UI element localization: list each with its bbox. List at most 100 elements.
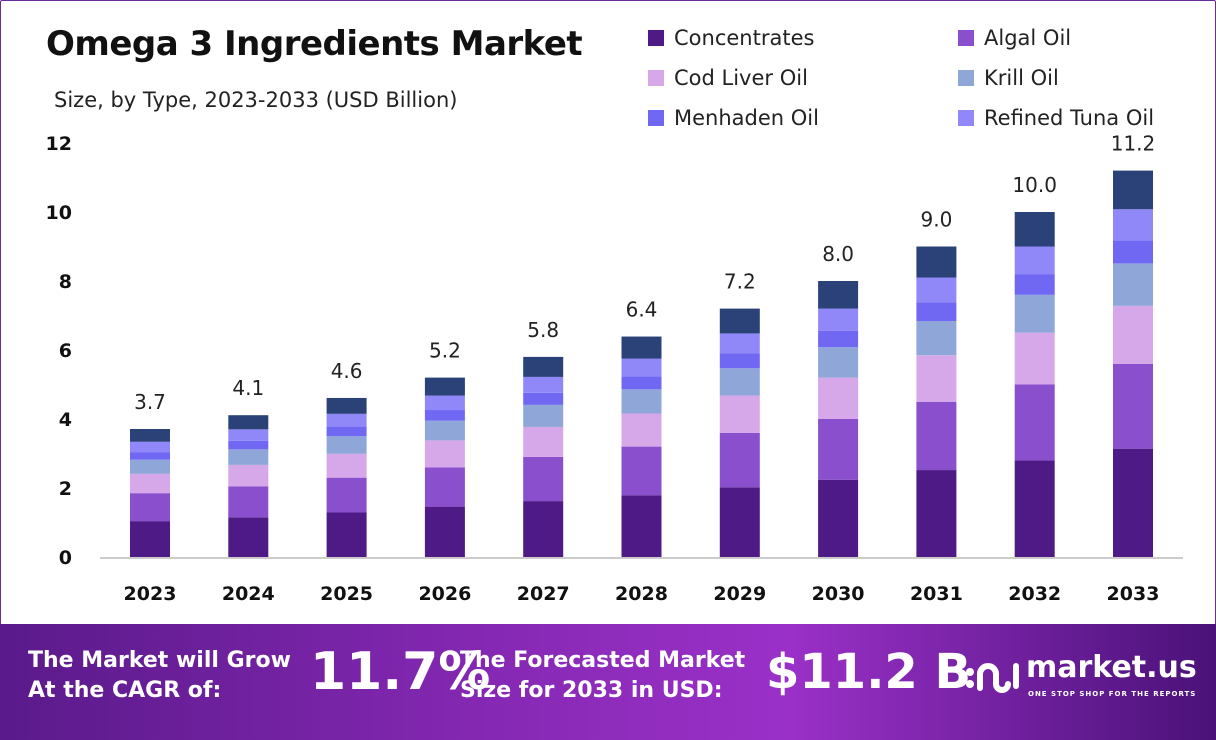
- brand-tagline: ONE STOP SHOP FOR THE REPORTS: [1028, 690, 1197, 698]
- x-tick-label: 2027: [517, 583, 570, 605]
- bar-segment: [916, 277, 957, 303]
- bar-segment: [523, 404, 564, 427]
- total-label: 11.2: [1111, 132, 1156, 156]
- x-tick-label: 2025: [320, 583, 373, 605]
- x-tick-label: 2023: [124, 583, 177, 605]
- cagr-label-line1: The Market will Grow: [28, 648, 291, 673]
- bar-segment: [130, 429, 170, 442]
- bar-segment: [621, 336, 662, 359]
- total-label: 4.6: [331, 359, 363, 383]
- bar-segment: [326, 413, 367, 427]
- bar-segment: [228, 429, 269, 441]
- bar-segment: [719, 395, 760, 433]
- x-tick-label: 2033: [1107, 583, 1160, 605]
- bar-segment: [326, 397, 367, 414]
- bar-segment: [818, 281, 859, 309]
- bar-segment: [818, 479, 859, 557]
- total-label: 6.4: [626, 298, 658, 322]
- legend-item: Menhaden Oil: [648, 106, 819, 130]
- legend-item: Cod Liver Oil: [648, 66, 808, 90]
- bar-segment: [523, 392, 564, 405]
- bar-segment: [130, 459, 170, 474]
- bar-segment: [719, 333, 760, 354]
- bar-segment: [818, 377, 859, 419]
- size-label-line1: The Forecasted Market: [460, 648, 746, 673]
- legend-swatch: [648, 70, 664, 86]
- total-label: 4.1: [232, 376, 264, 400]
- bar-segment: [1113, 209, 1153, 241]
- y-tick-label: 6: [59, 340, 72, 362]
- cagr-label-line2: At the CAGR of:: [28, 678, 222, 703]
- bar-segment: [130, 473, 170, 494]
- legend-label: Menhaden Oil: [674, 106, 819, 130]
- chart-title: Omega 3 Ingredients Market: [46, 24, 583, 64]
- total-label: 5.8: [527, 318, 559, 342]
- bar-segment: [719, 432, 760, 488]
- bar-segment: [916, 470, 957, 557]
- x-tick-label: 2031: [910, 583, 963, 605]
- bar-segment: [424, 440, 465, 468]
- bar-segment: [1014, 332, 1055, 385]
- size-value: $11.2 B: [766, 644, 972, 700]
- total-label: 5.2: [429, 339, 461, 363]
- bar-segment: [1113, 305, 1153, 364]
- legend-swatch: [958, 70, 974, 86]
- bar-segment: [228, 486, 269, 518]
- bar-segment: [424, 377, 465, 396]
- x-tick-label: 2032: [1008, 583, 1061, 605]
- bar-segment: [523, 456, 564, 502]
- legend-swatch: [648, 110, 664, 126]
- bar-segment: [621, 413, 662, 447]
- total-label: 9.0: [920, 208, 952, 232]
- bar-segment: [818, 308, 859, 331]
- legend-swatch: [648, 30, 664, 46]
- y-tick-label: 10: [46, 202, 72, 224]
- bar-segment: [523, 376, 564, 393]
- x-tick-label: 2029: [713, 583, 766, 605]
- bar-segment: [130, 441, 170, 453]
- bar-segment: [326, 512, 367, 557]
- bar-segment: [1113, 448, 1153, 557]
- bar-segment: [818, 330, 859, 348]
- bar-segment: [130, 521, 170, 557]
- chart-plot: 0 2 4 6 8 10 12 3.7 2023 4.1 2024 4.6 2025 5.2 2026 5.8…: [46, 132, 1183, 605]
- chart-subtitle: Size, by Type, 2023-2033 (USD Billion): [54, 88, 458, 112]
- y-tick-label: 12: [46, 133, 72, 155]
- bar-segment: [424, 467, 465, 507]
- y-tick-label: 8: [59, 271, 72, 293]
- bar-segment: [424, 410, 465, 421]
- total-label: 8.0: [822, 242, 854, 266]
- bar-segment: [1113, 240, 1153, 264]
- bar-segment: [228, 449, 269, 465]
- legend-item: Krill Oil: [958, 66, 1059, 90]
- bar-segment: [621, 389, 662, 414]
- bar-segment: [326, 426, 367, 437]
- bar-segment: [719, 308, 760, 334]
- legend-label: Cod Liver Oil: [674, 66, 808, 90]
- legend-swatch: [958, 30, 974, 46]
- bar-segment: [916, 302, 957, 322]
- legend-swatch: [958, 110, 974, 126]
- bar-segment: [719, 353, 760, 369]
- y-tick-label: 2: [59, 478, 72, 500]
- bar-segment: [228, 415, 269, 430]
- bar-segment: [523, 426, 564, 457]
- bar-segment: [916, 321, 957, 356]
- y-tick-label: 0: [59, 547, 72, 569]
- bar-segment: [1113, 363, 1153, 449]
- bar-segment: [1113, 170, 1153, 210]
- x-tick-label: 2028: [615, 583, 668, 605]
- bar-segment: [326, 477, 367, 513]
- legend-label: Concentrates: [674, 26, 815, 50]
- bar-segment: [1014, 384, 1055, 461]
- bar-segment: [621, 358, 662, 377]
- bar-segment: [719, 368, 760, 396]
- bar-segment: [818, 419, 859, 480]
- total-label: 7.2: [724, 270, 756, 294]
- bar-segment: [326, 453, 367, 478]
- market-us-logo-icon: [966, 663, 1019, 693]
- bar-segment: [1014, 294, 1055, 333]
- cagr-value: 11.7%: [310, 642, 491, 702]
- bar-segment: [228, 464, 269, 487]
- bar-segment: [130, 452, 170, 460]
